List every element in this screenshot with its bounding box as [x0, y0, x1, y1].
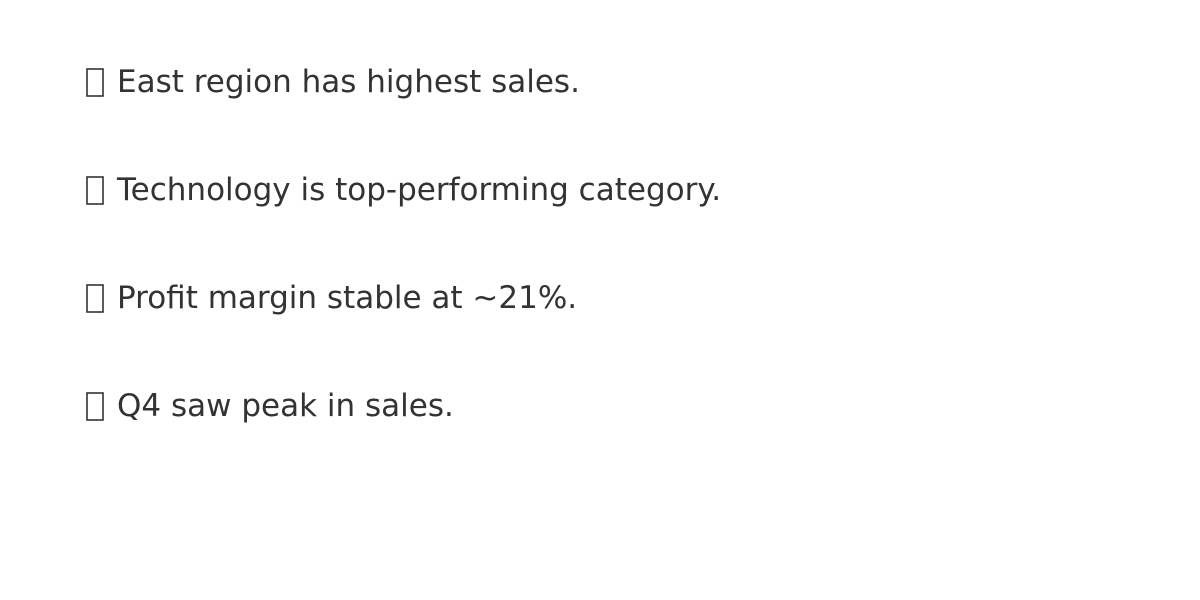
insight-text: East region has highest sales. [117, 64, 580, 100]
insight-item: Profit margin stable at ~21%. [86, 276, 721, 384]
missing-glyph-icon [86, 68, 104, 97]
insight-item: Technology is top-performing category. [86, 168, 721, 276]
missing-glyph-icon [86, 284, 104, 313]
insights-list: East region has highest sales. Technolog… [86, 60, 721, 492]
insight-item: Q4 saw peak in sales. [86, 384, 721, 492]
missing-glyph-icon [86, 176, 104, 205]
insight-text: Q4 saw peak in sales. [117, 388, 454, 424]
insight-item: East region has highest sales. [86, 60, 721, 168]
insight-text: Profit margin stable at ~21%. [117, 280, 578, 316]
missing-glyph-icon [86, 392, 104, 421]
insight-text: Technology is top-performing category. [117, 172, 722, 208]
